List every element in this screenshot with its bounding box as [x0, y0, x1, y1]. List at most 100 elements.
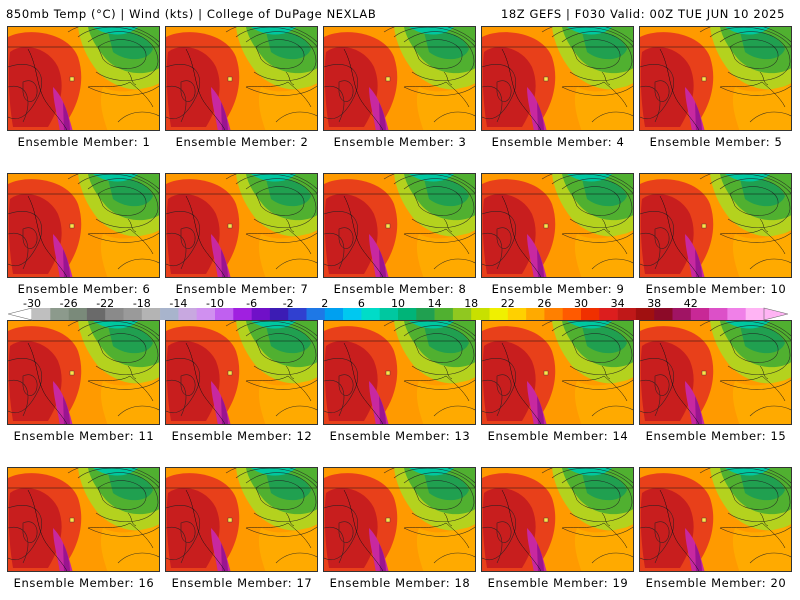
- ensemble-map-3: [323, 26, 476, 131]
- ensemble-member-caption: Ensemble Member: 10: [645, 282, 787, 296]
- colorbar-tick-label: 26: [537, 297, 552, 310]
- ensemble-map-16: [7, 467, 160, 572]
- ensemble-member-caption: Ensemble Member: 18: [329, 576, 471, 590]
- colorbar-swatch: [398, 308, 417, 320]
- ensemble-map-19: [481, 467, 634, 572]
- colorbar-swatch: [196, 308, 216, 320]
- colorbar-tick-label: -10: [206, 297, 224, 310]
- colorbar-tick-label: -6: [246, 297, 258, 310]
- ensemble-member-caption: Ensemble Member: 3: [333, 135, 467, 149]
- ensemble-map-15: [639, 320, 792, 425]
- ensemble-map-17: [165, 467, 318, 572]
- colorbar-swatch: [544, 308, 563, 320]
- ensemble-member-caption: Ensemble Member: 17: [171, 576, 313, 590]
- colorbar-swatch: [745, 308, 765, 320]
- colorbar-swatch: [233, 308, 252, 320]
- colorbar-right-arrow: [763, 307, 788, 321]
- ensemble-map-12: [165, 320, 318, 425]
- colorbar-swatch: [581, 308, 600, 320]
- ensemble-map-4: [481, 26, 634, 131]
- colorbar-swatch: [343, 308, 362, 320]
- ensemble-member-caption: Ensemble Member: 6: [17, 282, 151, 296]
- colorbar-tick-label: 10: [391, 297, 405, 310]
- temperature-colorbar: [8, 307, 788, 321]
- ensemble-member-caption: Ensemble Member: 8: [333, 282, 467, 296]
- ensemble-member-caption: Ensemble Member: 20: [645, 576, 787, 590]
- header-valid-time: 18Z GEFS | F030 Valid: 00Z TUE JUN 10 20…: [500, 7, 785, 21]
- colorbar-tick-label: 42: [683, 297, 698, 310]
- ensemble-map-14: [481, 320, 634, 425]
- colorbar-swatch: [86, 308, 106, 320]
- colorbar-swatch: [727, 308, 746, 320]
- ensemble-member-caption: Ensemble Member: 15: [645, 429, 787, 443]
- colorbar-swatch: [361, 308, 380, 320]
- colorbar-tick-label: 34: [610, 297, 625, 310]
- colorbar-swatch: [635, 308, 655, 320]
- ensemble-member-caption: Ensemble Member: 16: [13, 576, 155, 590]
- colorbar-swatch: [105, 308, 124, 320]
- ensemble-member-caption: Ensemble Member: 13: [329, 429, 471, 443]
- colorbar-swatch: [562, 308, 582, 320]
- ensemble-map-9: [481, 173, 634, 278]
- ensemble-member-caption: Ensemble Member: 4: [491, 135, 625, 149]
- colorbar-tick-label: 14: [427, 297, 442, 310]
- colorbar-swatch: [672, 308, 692, 320]
- colorbar-tick-label: 6: [357, 297, 365, 310]
- ensemble-member-caption: Ensemble Member: 14: [487, 429, 629, 443]
- colorbar-swatch: [617, 308, 637, 320]
- ensemble-member-caption: Ensemble Member: 7: [175, 282, 309, 296]
- colorbar-tick-label: -2: [282, 297, 294, 310]
- colorbar-swatch: [416, 308, 435, 320]
- colorbar-swatch: [324, 308, 344, 320]
- colorbar-tick-label: 2: [321, 297, 329, 310]
- ensemble-member-caption: Ensemble Member: 19: [487, 576, 629, 590]
- colorbar-swatch: [599, 308, 618, 320]
- colorbar-swatch: [306, 308, 326, 320]
- colorbar-tick-label: 30: [574, 297, 588, 310]
- ensemble-map-13: [323, 320, 476, 425]
- colorbar-swatch: [507, 308, 527, 320]
- colorbar-swatch: [489, 308, 509, 320]
- ensemble-map-20: [639, 467, 792, 572]
- ensemble-map-18: [323, 467, 476, 572]
- colorbar-swatch: [654, 308, 673, 320]
- colorbar-swatch: [379, 308, 399, 320]
- colorbar-swatch: [251, 308, 271, 320]
- colorbar-swatch: [178, 308, 197, 320]
- ensemble-map-1: [7, 26, 160, 131]
- colorbar-tick-label: 18: [464, 297, 479, 310]
- colorbar-tick-label: -22: [96, 297, 115, 310]
- colorbar-swatch: [690, 308, 710, 320]
- ensemble-map-6: [7, 173, 160, 278]
- ensemble-map-5: [639, 26, 792, 131]
- ensemble-member-caption: Ensemble Member: 1: [17, 135, 151, 149]
- ensemble-map-2: [165, 26, 318, 131]
- colorbar-swatch: [269, 308, 289, 320]
- ensemble-map-8: [323, 173, 476, 278]
- colorbar-tick-label: -18: [132, 297, 151, 310]
- ensemble-member-caption: Ensemble Member: 12: [171, 429, 313, 443]
- colorbar-tick-label: -30: [23, 297, 41, 310]
- colorbar-swatch: [123, 308, 143, 320]
- colorbar-swatch: [526, 308, 545, 320]
- colorbar-swatch: [141, 308, 161, 320]
- colorbar-tick-label: -26: [59, 297, 78, 310]
- colorbar-swatch: [160, 308, 179, 320]
- colorbar-swatch: [471, 308, 490, 320]
- ensemble-member-caption: Ensemble Member: 11: [13, 429, 155, 443]
- ensemble-map-10: [639, 173, 792, 278]
- colorbar-swatch: [452, 308, 472, 320]
- colorbar-swatch: [215, 308, 234, 320]
- ensemble-member-caption: Ensemble Member: 2: [175, 135, 309, 149]
- colorbar-tick-label: -14: [169, 297, 188, 310]
- colorbar-swatch: [288, 308, 307, 320]
- ensemble-map-11: [7, 320, 160, 425]
- colorbar-tick-label: 38: [647, 297, 662, 310]
- colorbar-swatch: [68, 308, 88, 320]
- header-title: 850mb Temp (°C) | Wind (kts) | College o…: [6, 7, 377, 21]
- ensemble-member-caption: Ensemble Member: 5: [649, 135, 783, 149]
- ensemble-map-7: [165, 173, 318, 278]
- colorbar-swatch: [709, 308, 728, 320]
- colorbar-swatch: [434, 308, 454, 320]
- colorbar-tick-label: 22: [500, 297, 515, 310]
